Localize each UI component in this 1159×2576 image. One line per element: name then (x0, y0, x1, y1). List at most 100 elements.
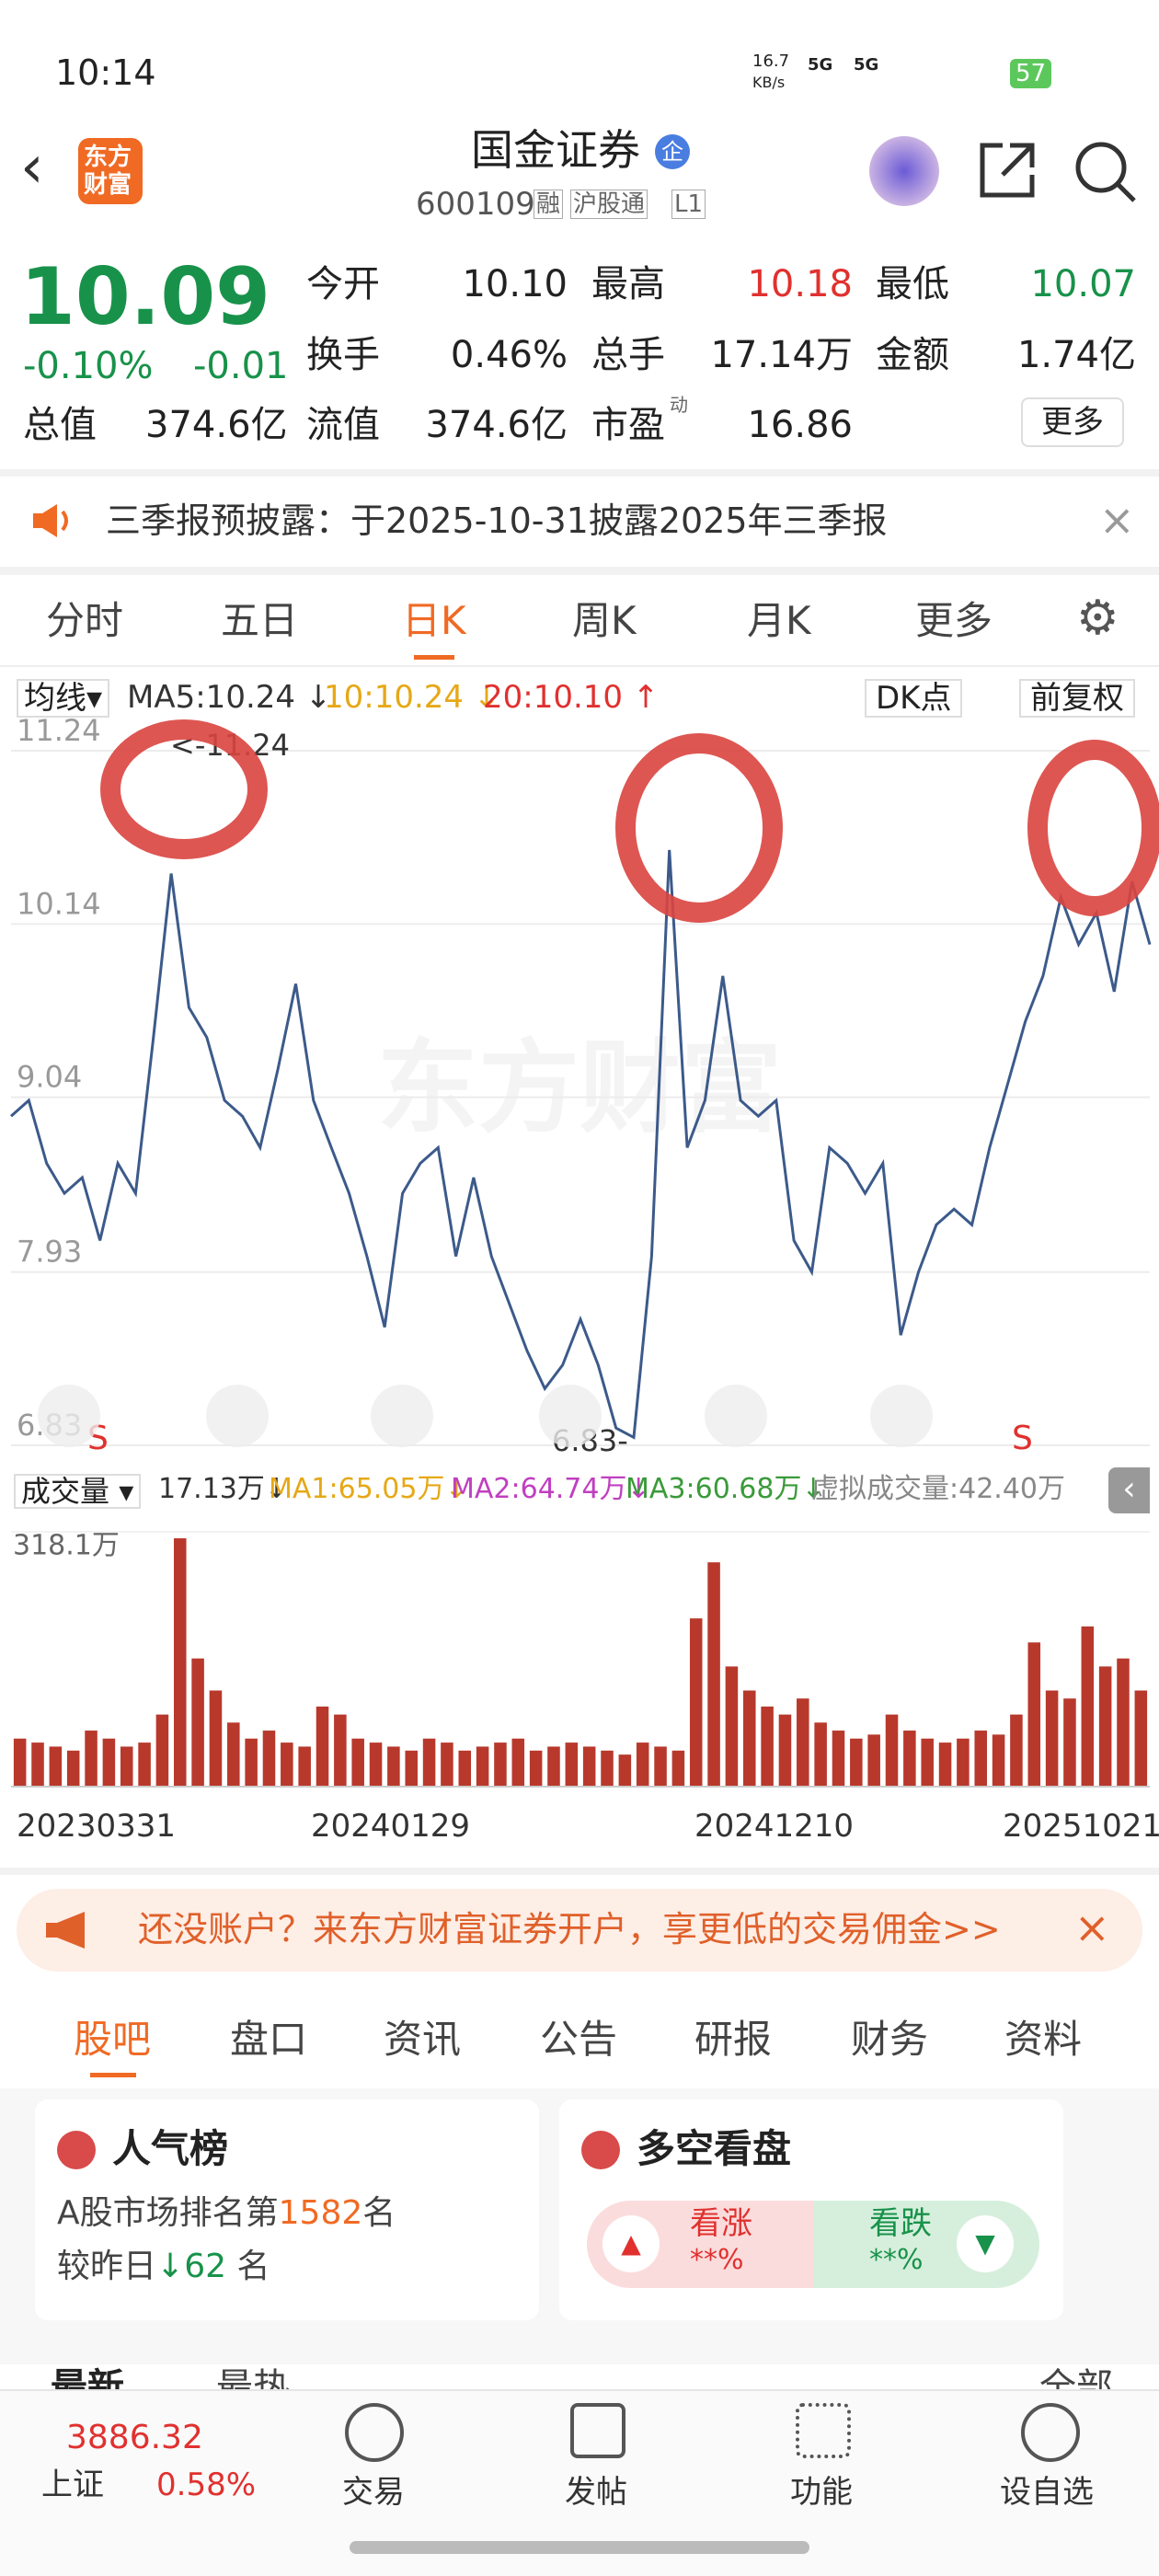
adjust-button[interactable]: 前复权 (1019, 679, 1135, 718)
tab[interactable]: 股吧 (74, 2017, 152, 2062)
volume-bar (49, 1746, 63, 1787)
chart-control[interactable] (206, 1385, 269, 1447)
value: 10.07 (1030, 263, 1136, 305)
y-tick-label: 318.1万 (13, 1530, 120, 1562)
index-change[interactable]: 0.58% (156, 2467, 257, 2503)
ma1: MA1:65.05万↓ (269, 1473, 468, 1505)
volume-bar (1098, 1666, 1112, 1787)
divider (0, 665, 1159, 667)
value: 10.10 (462, 263, 568, 305)
down-label: 看跌 (869, 2205, 932, 2242)
collapse[interactable]: ‹ (1108, 1467, 1150, 1513)
dk-button[interactable]: DK点 (865, 679, 963, 718)
close[interactable]: × (1099, 495, 1135, 545)
speed-unit: KB/s (752, 74, 786, 91)
back[interactable]: ‹ (20, 133, 44, 201)
tab[interactable]: 更多 (915, 598, 993, 643)
tab[interactable]: 资讯 (384, 2017, 462, 2062)
volume-bar (316, 1706, 329, 1787)
logo-text: 财富 (84, 171, 132, 199)
tab[interactable]: 周K (572, 598, 637, 643)
nav-label[interactable]: 功能 (790, 2474, 853, 2511)
volume-bar (227, 1722, 240, 1787)
chart-control[interactable] (705, 1385, 767, 1447)
chart-control[interactable] (539, 1385, 602, 1447)
tab[interactable]: 资料 (1004, 2017, 1083, 2062)
ma-selector[interactable]: 均线▾ (17, 679, 110, 718)
value: 0.46% (450, 334, 568, 376)
post-icon[interactable] (570, 2403, 625, 2458)
volume-bar (938, 1742, 952, 1787)
volume-bar (102, 1738, 116, 1787)
volume-bar (281, 1742, 293, 1787)
text: A股市场排名第 (57, 2194, 279, 2232)
volume-bar (742, 1690, 756, 1787)
tab-indicator (90, 2073, 136, 2077)
chart-control[interactable] (38, 1385, 100, 1447)
notice[interactable]: 三季报预披露：于2025-10-31披露2025年三季报 (106, 500, 888, 541)
card-title: 人气榜 (112, 2126, 229, 2171)
separator (0, 469, 1159, 477)
volume-bar (636, 1742, 649, 1787)
volume-bar (601, 1750, 614, 1787)
ad-text[interactable]: 还没账户？来东方财富证券开户，享更低的交易佣金>> (138, 1909, 1001, 1949)
date: 20241210 (694, 1808, 855, 1845)
volume-bar (671, 1750, 685, 1787)
volume-bar (725, 1666, 739, 1787)
y-tick-label: 11.24 (17, 713, 101, 748)
down-icon: ▼ (957, 2215, 1014, 2272)
volume-bar (351, 1738, 364, 1787)
label: 换手 (306, 334, 380, 376)
popularity-card[interactable] (35, 2099, 539, 2320)
chart-control[interactable] (870, 1385, 933, 1447)
rank-change: 62 (184, 2248, 226, 2285)
tab[interactable]: 公告 (540, 2017, 618, 2062)
avatar[interactable] (869, 136, 939, 206)
trade-icon[interactable] (345, 2403, 404, 2462)
nav-label[interactable]: 发帖 (565, 2474, 627, 2511)
tab[interactable]: 财务 (851, 2017, 929, 2062)
value: 374.6亿 (425, 404, 568, 446)
index-value[interactable]: 3886.32 (66, 2419, 203, 2456)
volume-bar (814, 1722, 827, 1787)
tab[interactable]: 五日 (221, 598, 299, 643)
volume-bar (992, 1734, 1005, 1787)
volume-bar (689, 1618, 703, 1787)
marker: S (1012, 1420, 1033, 1457)
hand-drawn-circle (100, 719, 268, 859)
watch-icon[interactable] (1021, 2403, 1080, 2462)
logo[interactable]: 东方 财富 (78, 138, 143, 204)
more-button[interactable]: 更多 (1021, 397, 1124, 447)
search-icon[interactable] (1072, 138, 1138, 204)
vol-selector[interactable]: 成交量 ▾ (14, 1474, 142, 1509)
speaker-icon (33, 504, 68, 537)
tab[interactable]: 分时 (46, 598, 124, 643)
close[interactable]: × (1074, 1903, 1110, 1952)
volume-bar (778, 1714, 792, 1787)
ad-banner[interactable] (17, 1889, 1142, 1972)
volume-bar (262, 1731, 276, 1787)
volume-bar (173, 1538, 187, 1787)
rank-line: A股市场排名第1582名 (57, 2197, 396, 2230)
date: 20240129 (311, 1808, 471, 1845)
tab[interactable]: 月K (747, 598, 811, 643)
volume-bar (1027, 1642, 1041, 1787)
func-icon[interactable] (796, 2403, 851, 2458)
volume-bar (476, 1746, 489, 1787)
text: 名 (236, 2248, 270, 2285)
hand-drawn-circle (615, 733, 783, 923)
volume-bar (191, 1658, 204, 1787)
y-tick-label: 7.93 (17, 1235, 82, 1270)
settings[interactable]: ⚙ (1076, 591, 1119, 646)
index-name[interactable]: 上证 (41, 2467, 104, 2503)
text: 成交量 (21, 1474, 110, 1509)
tab[interactable]: 研报 (694, 2017, 773, 2062)
volume-bar (850, 1738, 863, 1787)
volume-bar (85, 1731, 98, 1787)
nav-label[interactable]: 交易 (342, 2474, 405, 2511)
tab[interactable]: 盘口 (230, 2017, 308, 2062)
chart-control[interactable] (371, 1385, 433, 1447)
share-icon[interactable] (975, 138, 1039, 202)
tab[interactable]: 日K (402, 598, 466, 643)
nav-label[interactable]: 设自选 (1000, 2474, 1094, 2511)
